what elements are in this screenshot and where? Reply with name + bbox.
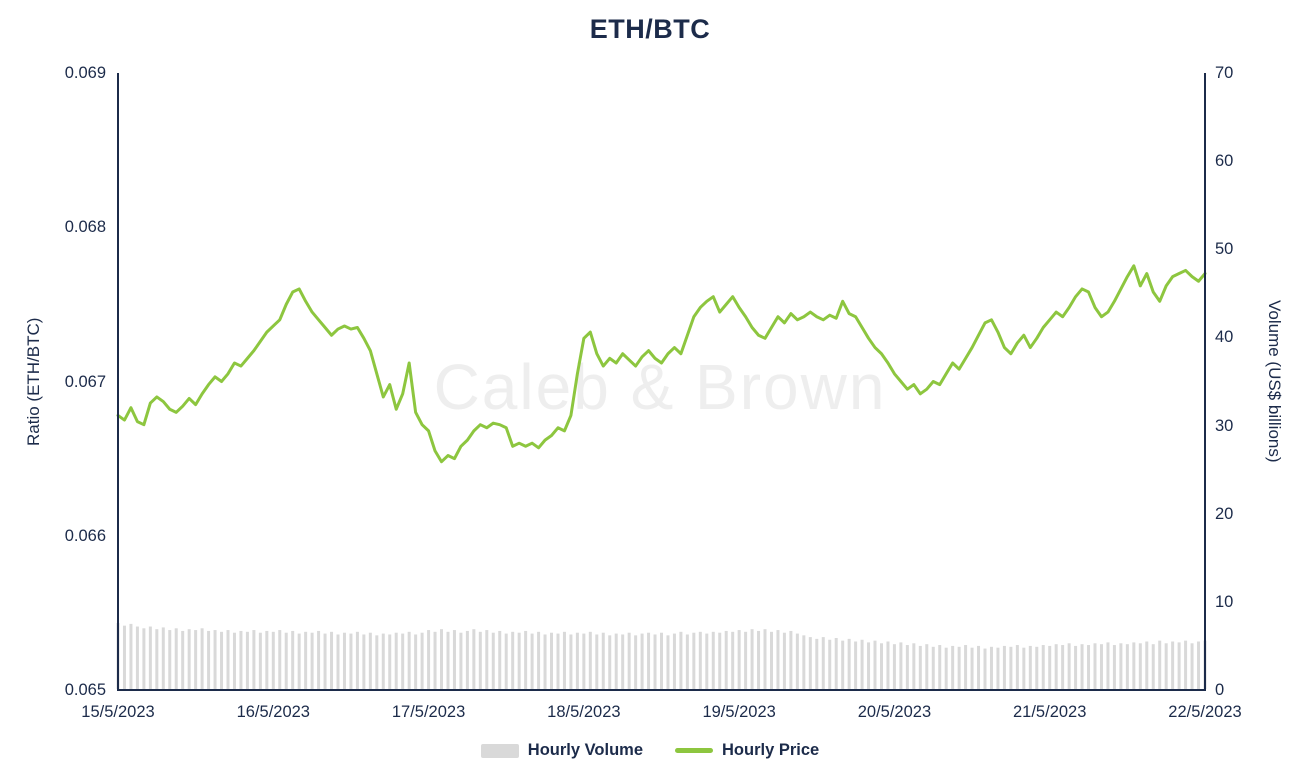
y-right-tick-label: 60 — [1215, 152, 1234, 171]
x-tick-label: 22/5/2023 — [1168, 703, 1242, 721]
x-tick-label: 18/5/2023 — [547, 703, 621, 721]
y-right-tick-label: 30 — [1215, 416, 1234, 435]
price-line — [116, 264, 1207, 464]
y-left-tick-label: 0.067 — [64, 372, 106, 391]
y-left-tick-label: 0.066 — [64, 526, 106, 545]
y-right-tick-label: 40 — [1215, 328, 1234, 347]
y-left-tick-label: 0.068 — [64, 218, 106, 237]
right-axis-title: Volume (US$ billions) — [1265, 300, 1284, 463]
price-line-swatch-icon — [675, 748, 713, 753]
y-right-tick-label: 0 — [1215, 681, 1225, 699]
y-right-tick-label: 50 — [1215, 240, 1234, 259]
volume-bars — [116, 623, 1207, 689]
y-right-tick-label: 70 — [1215, 64, 1234, 82]
x-tick-label: 15/5/2023 — [81, 703, 155, 721]
legend-price-label: Hourly Price — [722, 741, 820, 759]
legend-volume-label: Hourly Volume — [527, 741, 643, 759]
y-right-tick-label: 10 — [1215, 592, 1234, 611]
volume-swatch-icon — [480, 743, 519, 758]
chart-title: ETH/BTC — [589, 14, 711, 44]
y-right-tick-label: 20 — [1215, 504, 1234, 523]
y-left-tick-label: 0.065 — [64, 681, 106, 699]
x-tick-label: 21/5/2023 — [1013, 703, 1087, 721]
x-tick-label: 16/5/2023 — [236, 703, 310, 721]
y-left-tick-label: 0.069 — [64, 64, 106, 82]
legend-item-price: Hourly Price — [675, 741, 819, 760]
x-tick-label: 20/5/2023 — [857, 703, 932, 721]
x-tick-label: 19/5/2023 — [702, 703, 776, 721]
legend-item-volume: Hourly Volume — [480, 741, 643, 760]
legend: Hourly Volume Hourly Price — [0, 741, 1300, 760]
x-tick-label: 17/5/2023 — [391, 703, 466, 721]
